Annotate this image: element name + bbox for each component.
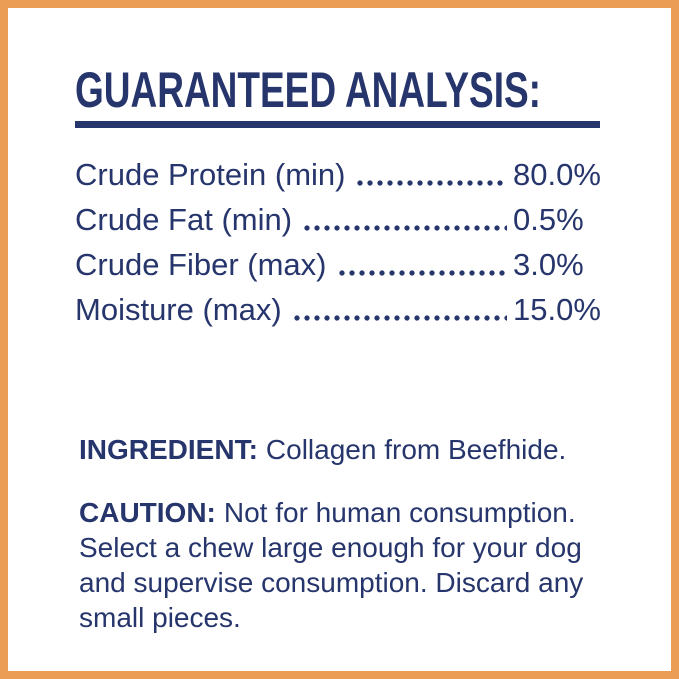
dot-leader <box>302 225 507 231</box>
analysis-row-value: 80.0% <box>513 157 601 192</box>
analysis-row-crude-fat: Crude Fat (min) 0.5% <box>75 197 605 242</box>
caution-text: Not for human consumption. Select a chew… <box>79 497 584 633</box>
analysis-row-value: 3.0% <box>513 247 584 282</box>
dot-leader <box>291 315 507 321</box>
ingredient-line: INGREDIENT: Collagen from Beefhide. <box>79 432 601 467</box>
panel-title: GUARANTEED ANALYSIS: <box>75 62 541 118</box>
caution-label: CAUTION: <box>79 497 216 528</box>
title-underline <box>75 121 600 128</box>
ingredient-label: INGREDIENT: <box>79 434 258 465</box>
analysis-row-name: Crude Protein (min) <box>75 157 346 192</box>
dot-leader <box>336 270 507 276</box>
analysis-row-value: 15.0% <box>513 292 601 327</box>
analysis-row-name: Crude Fiber (max) <box>75 247 327 282</box>
analysis-row-name: Moisture (max) <box>75 292 282 327</box>
ingredient-text: Collagen from Beefhide. <box>265 434 567 465</box>
caution-paragraph: CAUTION: Not for human consumption. Selec… <box>79 495 601 635</box>
dot-leader <box>355 180 507 186</box>
analysis-row-crude-fiber: Crude Fiber (max) 3.0% <box>75 242 605 287</box>
info-section: INGREDIENT: Collagen from Beefhide. CAUTI… <box>79 432 601 635</box>
analysis-row-name: Crude Fat (min) <box>75 202 293 237</box>
analysis-row-moisture: Moisture (max) 15.0% <box>75 287 605 332</box>
analysis-row-crude-protein: Crude Protein (min) 80.0% <box>75 152 605 197</box>
analysis-table: Crude Protein (min) 80.0% Crude Fat (min… <box>75 152 605 332</box>
analysis-row-value: 0.5% <box>513 202 584 237</box>
